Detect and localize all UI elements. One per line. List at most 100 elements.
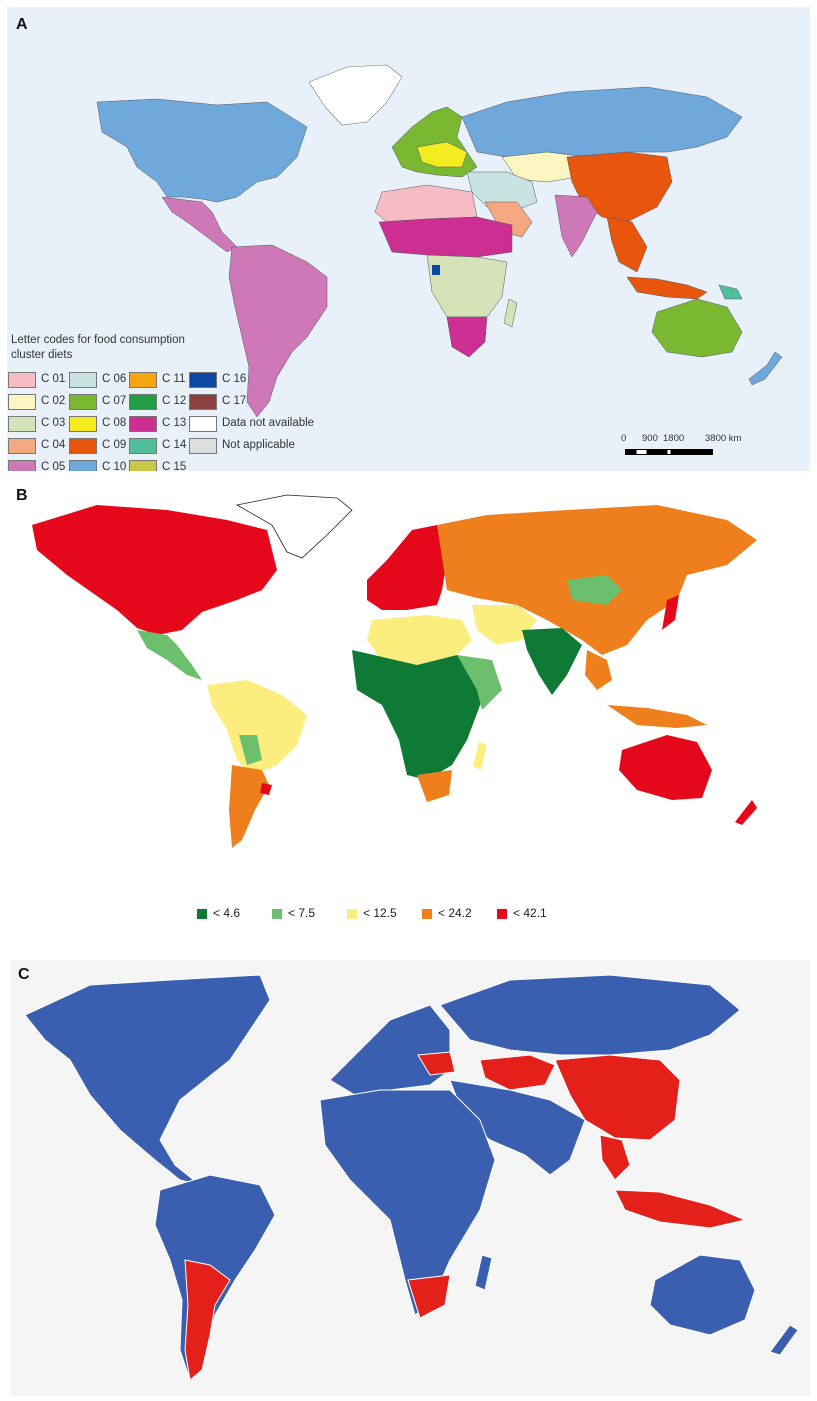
legend-label: Data not available (222, 417, 315, 429)
legend-label: C 01 (41, 373, 66, 385)
southeast-asia (585, 650, 612, 690)
middle-east (466, 171, 538, 213)
papua (718, 284, 743, 300)
legend-swatch (347, 908, 357, 919)
legend-item: < 4.6 (197, 906, 240, 920)
panel-a-food-cluster-map: A Letter codes for food consumption clus… (7, 7, 810, 471)
legend-swatch (189, 438, 217, 454)
kazakhstan (479, 1054, 556, 1091)
scale-bar-graphic (625, 449, 713, 455)
legend-label: C 11 (162, 373, 186, 385)
new-zealand (748, 351, 783, 386)
legend-label: C 04 (41, 439, 66, 451)
middle-east (472, 605, 537, 645)
legend-label: C 03 (41, 417, 66, 429)
legend-item: < 24.2 (422, 906, 472, 920)
europe (367, 525, 447, 610)
argentina (184, 1259, 231, 1381)
legend-label: C 08 (102, 417, 127, 429)
china (566, 151, 673, 223)
legend-swatch (8, 372, 36, 388)
legend-swatch (189, 372, 217, 388)
legend-swatch (8, 394, 36, 410)
legend-label: C 12 (162, 395, 187, 407)
legend-label: Not applicable (222, 439, 295, 451)
legend-swatch (129, 372, 157, 388)
india (522, 628, 582, 695)
legend-item: < 7.5 (272, 906, 315, 920)
legend-swatch (69, 394, 97, 410)
legend-swatch (69, 460, 97, 471)
legend-label: C 17 (222, 395, 247, 407)
legend-label: C 15 (162, 461, 187, 471)
new-zealand (735, 800, 757, 825)
scale-tick: 1800 (663, 433, 685, 444)
russia (461, 86, 743, 158)
panel-letter-b: B (16, 487, 28, 504)
legend-swatch (8, 460, 36, 471)
scale-bar: 0 900 1800 3800 km (621, 433, 741, 463)
legend-label: C 05 (41, 461, 66, 471)
legend-swatch (129, 460, 157, 471)
australia (651, 298, 743, 358)
mexico (161, 196, 238, 253)
scale-tick: 3800 km (705, 433, 742, 444)
southern-africa (446, 316, 488, 358)
legend-label: C 10 (102, 461, 127, 471)
south-america-brazil (207, 680, 307, 775)
legend-label: < 24.2 (438, 906, 472, 920)
indonesia (614, 1189, 747, 1229)
sahel (378, 216, 513, 258)
legend-label: < 4.6 (213, 906, 241, 920)
world-map-b (32, 494, 757, 848)
legend-label: C 13 (162, 417, 187, 429)
indonesia (626, 276, 708, 300)
legend-item: < 42.1 (497, 906, 547, 920)
legend-swatch (197, 908, 207, 919)
legend-swatch (69, 372, 97, 388)
scale-tick: 900 (642, 433, 658, 444)
ukraine (417, 1051, 456, 1076)
legend-label: C 07 (102, 395, 127, 407)
legend-label: C 16 (222, 373, 247, 385)
legend-swatch (8, 416, 36, 432)
north-america (96, 98, 308, 203)
world-map-c (24, 974, 799, 1382)
legend-swatch (129, 438, 157, 454)
south-africa (407, 1274, 451, 1319)
congo (432, 265, 440, 275)
legend-title: Letter codes for food consumption cluste… (11, 334, 185, 361)
legend-label: C 06 (102, 373, 127, 385)
east-africa (457, 655, 502, 710)
south-africa (417, 770, 452, 802)
africa (319, 1089, 496, 1316)
japan (662, 595, 679, 630)
central-africa (426, 254, 508, 318)
scale-tick: 0 (621, 433, 627, 444)
madagascar (503, 298, 518, 328)
legend-label: < 12.5 (363, 906, 397, 920)
legend-label: C 14 (162, 439, 187, 451)
north-america (24, 974, 271, 1186)
madagascar (473, 742, 487, 770)
panel-letter-a: A (16, 16, 28, 33)
south-america (228, 244, 328, 418)
uruguay (260, 783, 272, 795)
legend-label: < 7.5 (288, 906, 316, 920)
north-africa (367, 615, 472, 665)
legend-swatch (422, 908, 432, 919)
legend-swatch (8, 438, 36, 454)
south-america-bolivia (239, 735, 262, 765)
north-america (32, 505, 277, 635)
india (554, 194, 598, 258)
madagascar (474, 1254, 493, 1291)
world-map-a (96, 64, 783, 418)
greenland (308, 64, 403, 126)
new-zealand (769, 1324, 799, 1356)
legend-item: < 12.5 (347, 906, 397, 920)
legend-label: < 42.1 (513, 906, 547, 920)
australia (619, 735, 712, 800)
greenland (235, 494, 353, 559)
legend-swatch (272, 908, 282, 919)
legend-swatch (129, 416, 157, 432)
